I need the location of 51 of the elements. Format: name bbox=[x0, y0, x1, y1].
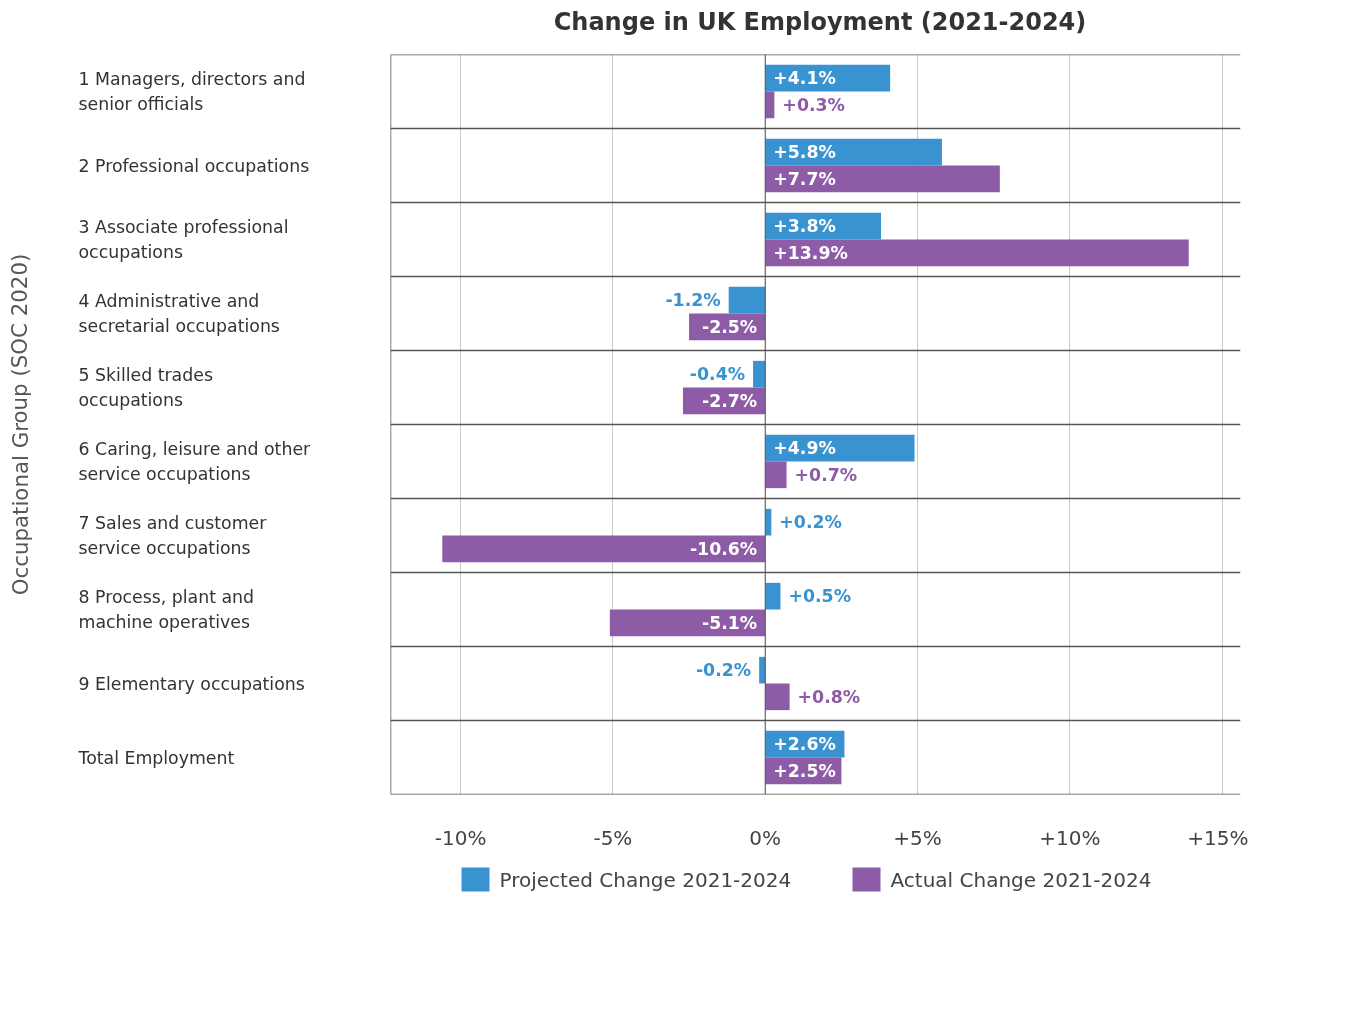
data-label: +4.9% bbox=[773, 438, 836, 459]
y-tick-label: 3 Associate professional occupations bbox=[78, 217, 289, 263]
bar bbox=[765, 165, 1000, 193]
x-tick-label: -5% bbox=[593, 825, 633, 850]
legend-label: Actual Change 2021-2024 bbox=[890, 867, 1152, 892]
y-tick-label: 7 Sales and customer service occupations bbox=[78, 513, 268, 559]
data-label: -5.1% bbox=[701, 613, 758, 634]
data-label: +3.8% bbox=[773, 216, 836, 237]
data-label: -2.7% bbox=[701, 391, 758, 412]
y-tick-label: 6 Caring, leisure and other service occupations bbox=[78, 439, 312, 485]
data-label: +2.5% bbox=[773, 761, 836, 782]
x-tick-label: 0% bbox=[749, 825, 782, 850]
data-label: -1.2% bbox=[665, 290, 721, 311]
y-tick-label: 9 Elementary occupations bbox=[78, 673, 305, 694]
y-tick-label: 2 Professional occupations bbox=[78, 155, 310, 176]
bar bbox=[765, 239, 1189, 267]
data-label: +0.5% bbox=[788, 586, 852, 607]
data-label: -0.4% bbox=[689, 364, 746, 385]
data-label: -0.2% bbox=[695, 660, 752, 681]
y-tick-label: 8 Process, plant and machine operatives bbox=[78, 587, 255, 633]
x-tick-label: +15% bbox=[1187, 825, 1249, 850]
y-tick-label: 1 Managers, directors and senior officials bbox=[78, 69, 306, 115]
data-label: +4.1% bbox=[773, 68, 836, 89]
data-label: +0.8% bbox=[797, 687, 861, 708]
data-label: +0.3% bbox=[782, 95, 845, 116]
bar bbox=[759, 657, 766, 684]
y-axis-title: Occupational Group (SOC 2020) bbox=[7, 253, 33, 596]
bar bbox=[765, 139, 942, 166]
data-label: -2.5% bbox=[701, 317, 758, 338]
chart-title: Change in UK Employment (2021-2024) bbox=[553, 7, 1087, 38]
y-tick-label: 5 Skilled trades occupations bbox=[78, 365, 213, 411]
bar bbox=[765, 435, 915, 462]
data-label: +7.7% bbox=[773, 169, 836, 190]
bar bbox=[765, 583, 781, 610]
data-label: +0.7% bbox=[794, 465, 858, 486]
data-label: +13.9% bbox=[773, 243, 848, 264]
bar bbox=[765, 461, 787, 489]
x-tick-label: +5% bbox=[893, 825, 942, 850]
bar bbox=[728, 287, 766, 314]
data-label: +5.8% bbox=[773, 142, 836, 163]
y-tick-label: Total Employment bbox=[77, 747, 235, 768]
bar bbox=[765, 683, 790, 711]
bar bbox=[753, 361, 766, 388]
x-tick-label: -10% bbox=[434, 825, 487, 850]
y-tick-label: 4 Administrative and secretarial occupations bbox=[78, 291, 280, 337]
legend-label: Projected Change 2021-2024 bbox=[499, 867, 792, 892]
bar bbox=[442, 535, 766, 563]
data-label: +0.2% bbox=[779, 512, 842, 533]
data-label: -10.6% bbox=[689, 539, 758, 560]
data-label: +2.6% bbox=[773, 734, 836, 755]
x-tick-label: +10% bbox=[1039, 825, 1101, 850]
